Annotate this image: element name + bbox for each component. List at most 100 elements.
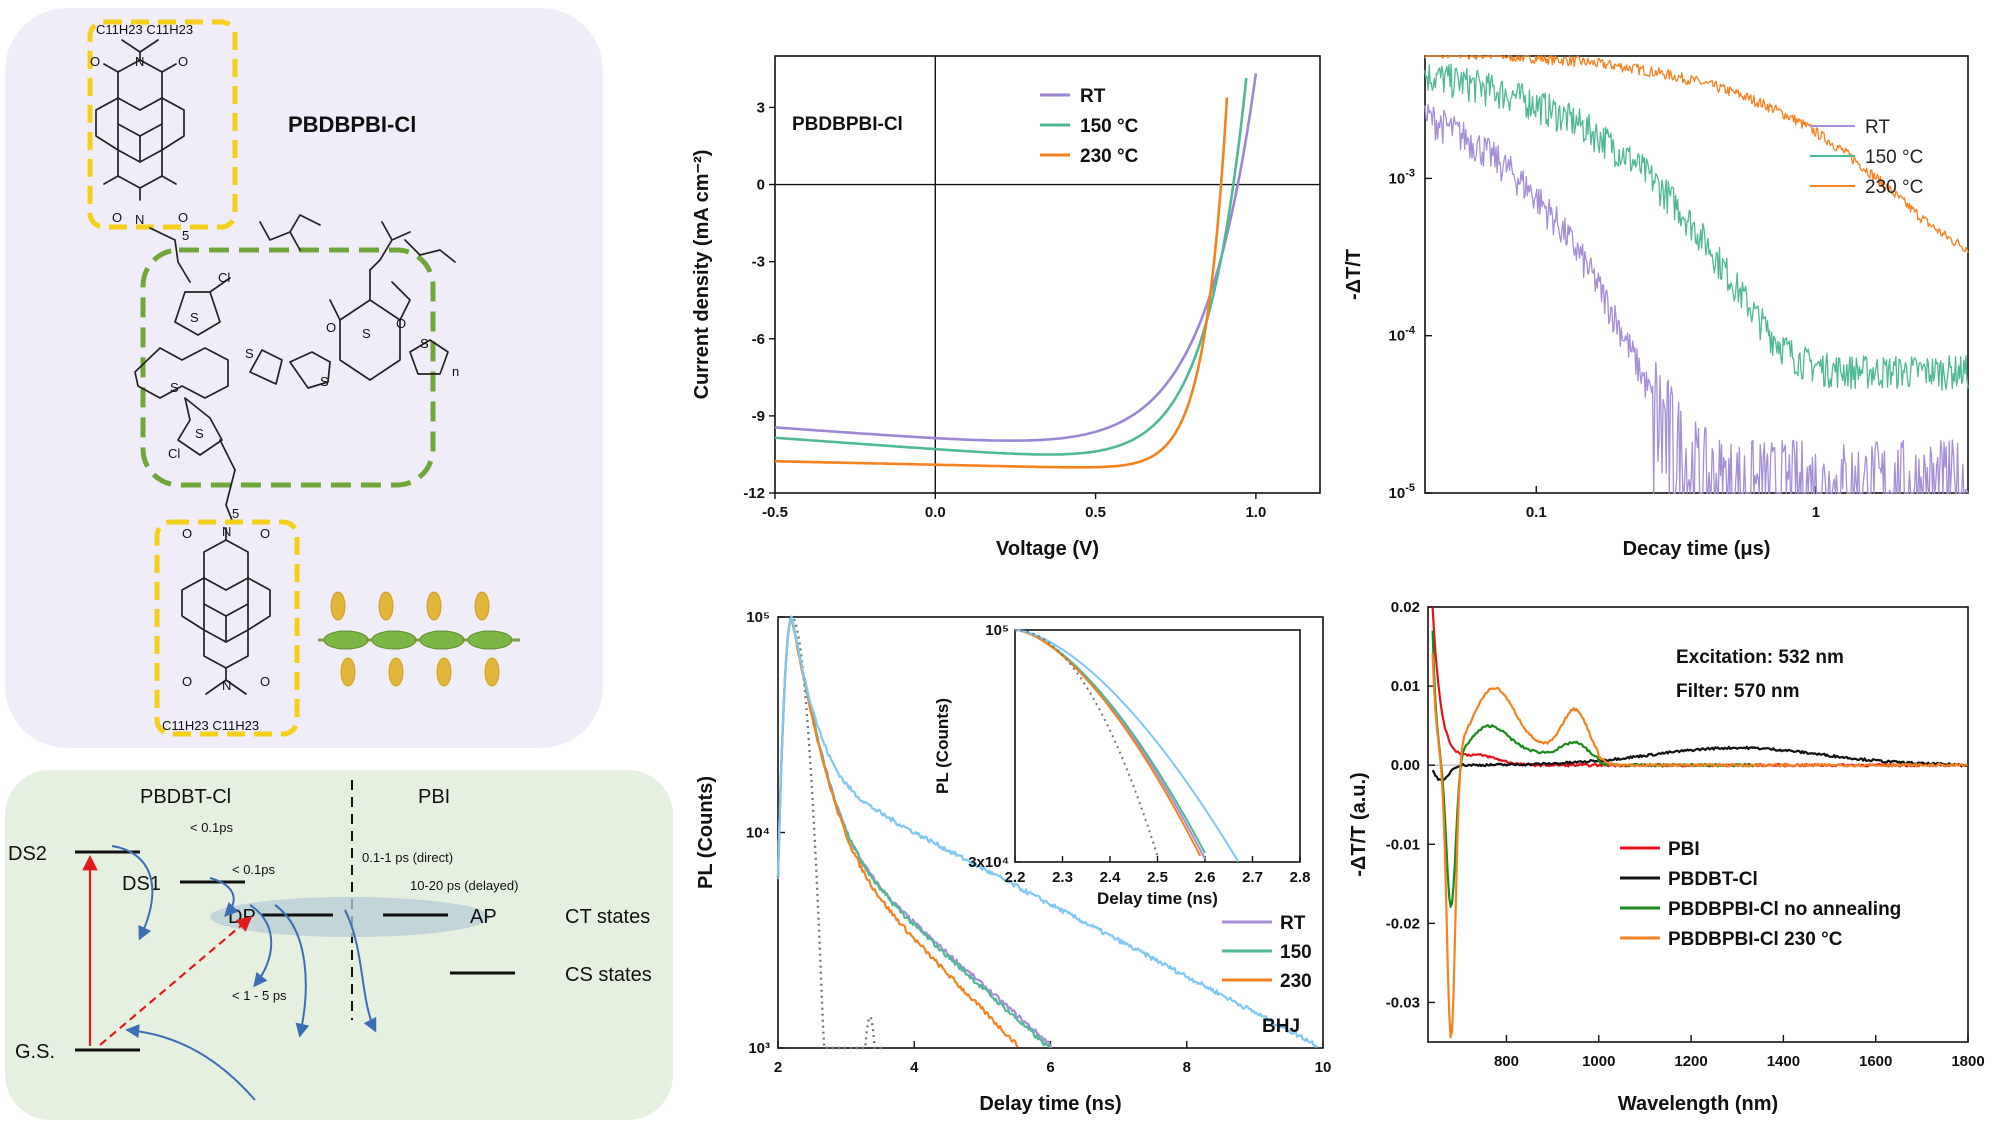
pl-legend-label: 150 xyxy=(1280,942,1312,963)
atom-o-3: O xyxy=(178,210,188,225)
decay-legend-label: RT xyxy=(1865,117,1890,138)
sub-5-top: 5 xyxy=(182,228,189,243)
atom-n-2: N xyxy=(135,212,144,227)
time-label-3: 0.1-1 ps (direct) xyxy=(362,850,453,865)
atom-s-5: S xyxy=(362,326,371,341)
alkyl-top-label: C11H23 C11H23 xyxy=(96,22,193,37)
backbone-unit: Cl S S S S S S O O S Cl 5 5 n xyxy=(134,214,459,521)
atom-o-10: O xyxy=(182,674,192,689)
pl-inset-frame xyxy=(1014,629,1301,863)
pl-xtick-label: 10 xyxy=(1315,1059,1332,1076)
jv-xtick-label: 0.0 xyxy=(925,504,946,521)
pl-inset-xtick-label: 2.5 xyxy=(1147,869,1168,886)
pl-ytick-label: 10⁵ xyxy=(746,609,770,626)
spectra-ylabel: -ΔT/T (a.u.) xyxy=(1348,772,1370,876)
pl-inset-ytick-label: 3x10⁴ xyxy=(968,854,1009,871)
pbi-bottom-unit: N N O O O O C11H23 C11H23 xyxy=(154,519,300,737)
ds2-relax-arrow xyxy=(111,845,154,941)
atom-o-2: O xyxy=(90,54,100,69)
atom-s-6: S xyxy=(420,336,429,351)
spectra-xtick-label: 1600 xyxy=(1859,1053,1892,1070)
pl-inset-xtick-label: 2.7 xyxy=(1242,869,1263,886)
spectra-xtick-label: 800 xyxy=(1494,1053,1519,1070)
spectra-ytick-label: -0.02 xyxy=(1386,915,1420,932)
jv-legend-label: 230 °C xyxy=(1080,146,1139,167)
molecule-panel: C11H23 C11H23 N O O N O O xyxy=(5,8,603,748)
decay-xtick-label: 1 xyxy=(1812,504,1820,521)
pl-ylabel: PL (Counts) xyxy=(695,776,717,889)
pl-ytick-label: 10⁴ xyxy=(746,825,770,842)
atom-o-9: O xyxy=(260,674,270,689)
decay-ytick-label: 10-3 xyxy=(1389,167,1415,187)
atom-cl-2: Cl xyxy=(168,446,180,461)
atom-n-4: N xyxy=(222,678,231,693)
spectra-note-excitation: Excitation: 532 nm xyxy=(1676,647,1844,668)
spectra-ytick-label: 0.00 xyxy=(1391,757,1420,774)
cs-states-label: CS states xyxy=(565,964,652,986)
pl-legend-label-bhj: BHJ xyxy=(1262,1016,1300,1037)
acceptor-label: PBI xyxy=(418,786,450,808)
jv-annotation: PBDBPBI-Cl xyxy=(792,114,903,135)
atom-s-4: S xyxy=(320,374,329,389)
pl-inset-series-line xyxy=(1014,629,1206,860)
atom-o-4: O xyxy=(112,210,122,225)
time-label-2: < 0.1ps xyxy=(232,862,276,877)
atom-s-1: S xyxy=(190,310,199,325)
spectra-chart: 800 1000 1200 1400 1600 1800 0.02 0.01 0.00 -0.01… xyxy=(1348,599,1985,1115)
pl-inset-series-line xyxy=(1014,629,1206,854)
time-label-4: 10-20 ps (delayed) xyxy=(410,878,518,893)
pl-inset-ylabel: PL (Counts) xyxy=(933,698,952,794)
jv-xlabel: Voltage (V) xyxy=(996,538,1099,560)
spectra-legend-label: PBDBPBI-Cl no annealing xyxy=(1668,899,1901,920)
pl-legend-label: RT xyxy=(1280,913,1306,934)
spectra-xtick-label: 1400 xyxy=(1767,1053,1800,1070)
spectra-series-line xyxy=(1431,653,1968,1039)
atom-o-5: O xyxy=(326,320,336,335)
spectra-legend-label: PBI xyxy=(1668,839,1700,860)
jv-ytick-label: -3 xyxy=(752,254,765,271)
spectra-ytick-label: -0.01 xyxy=(1386,836,1420,853)
spectra-ytick-label: -0.03 xyxy=(1386,994,1420,1011)
pl-series-line xyxy=(776,615,1319,1048)
gs-label: G.S. xyxy=(15,1041,55,1063)
ct-decay-arrow xyxy=(344,909,377,1033)
atom-n-1: N xyxy=(135,54,144,69)
energy-diagram-background xyxy=(5,770,673,1120)
atom-s-3: S xyxy=(170,380,179,395)
pl-irf-line xyxy=(776,615,886,1050)
decay-ytick-label: 10-5 xyxy=(1389,482,1415,502)
ct-band xyxy=(210,897,490,937)
recombination-arrow xyxy=(125,1024,256,1101)
jv-ytick-label: -9 xyxy=(752,408,765,425)
pl-legend-label: 230 xyxy=(1280,971,1312,992)
jv-ytick-label: 0 xyxy=(757,177,765,194)
pl-xtick-label: 6 xyxy=(1046,1059,1054,1076)
spectra-xtick-label: 1800 xyxy=(1951,1053,1984,1070)
jv-series-line xyxy=(774,77,1248,456)
spectra-frame xyxy=(1427,606,1969,1043)
pl-inset-xtick-label: 2.3 xyxy=(1052,869,1073,886)
pl-inset-xtick-label: 2.6 xyxy=(1195,869,1216,886)
decay-frame xyxy=(1424,55,1969,494)
pl-inset-xtick-label: 2.8 xyxy=(1290,869,1311,886)
pl-frame xyxy=(777,616,1324,1049)
ap-label: AP xyxy=(470,906,497,928)
decay-xlabel: Decay time (μs) xyxy=(1623,538,1771,560)
pl-xtick-label: 8 xyxy=(1183,1059,1191,1076)
jv-ylabel: Current density (mA cm⁻²) xyxy=(691,150,713,400)
pl-inset-series-line xyxy=(1014,629,1240,863)
pl-xlabel: Delay time (ns) xyxy=(979,1093,1121,1115)
pl-series-line xyxy=(776,617,1019,1048)
energy-diagram-panel: PBDBT-Cl PBI DS2 DS1 DP AP CT states CS … xyxy=(5,770,673,1120)
spectra-legend-label: PBDBT-Cl xyxy=(1668,869,1758,890)
atom-n-3: N xyxy=(222,524,231,539)
molecule-name: PBDBPBI-Cl xyxy=(288,112,416,137)
atom-s-7: S xyxy=(195,426,204,441)
jv-series-line xyxy=(774,73,1258,443)
time-label-1: < 0.1ps xyxy=(190,820,234,835)
jv-series-line xyxy=(775,97,1229,469)
decay-series-line xyxy=(1424,63,1969,391)
ds1-relax-arrow xyxy=(209,877,239,918)
atom-o-6: O xyxy=(396,316,406,331)
